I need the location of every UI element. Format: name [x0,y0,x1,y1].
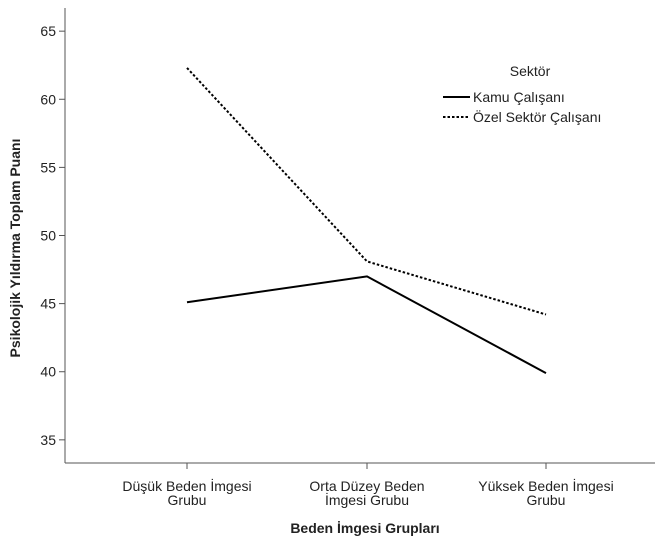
y-axis-title: Psikolojik Yıldırma Toplam Puanı [7,139,23,358]
y-tick-label: 60 [40,91,56,107]
series-line-2 [186,67,547,316]
legend-title: Sektör [510,63,551,79]
x-tick-label: Grubu [527,492,566,508]
y-tick-label: 65 [40,23,56,39]
y-tick-label: 55 [40,159,56,175]
x-tick-label: Yüksek Beden İmgesi [478,477,613,494]
x-axis-title: Beden İmgesi Grupları [290,520,439,536]
series-group [186,67,547,374]
legend: Sektör Kamu Çalışanı Özel Sektör Çalışanı [443,63,601,125]
legend-label: Özel Sektör Çalışanı [473,108,601,125]
y-tick-label: 45 [40,296,56,312]
legend-label: Kamu Çalışanı [473,89,565,105]
y-tick-label: 50 [40,228,56,244]
x-tick-label: Grubu [168,492,207,508]
y-axis: 35 40 45 50 55 60 65 [40,8,66,463]
x-tick-label: Düşük Beden İmgesi [122,477,251,494]
series-line-1 [186,275,547,374]
x-tick-label: Orta Düzey Beden [309,478,424,494]
y-tick-label: 35 [40,432,56,448]
y-tick-label: 40 [40,364,56,380]
x-tick-label: İmgesi Grubu [325,491,409,508]
